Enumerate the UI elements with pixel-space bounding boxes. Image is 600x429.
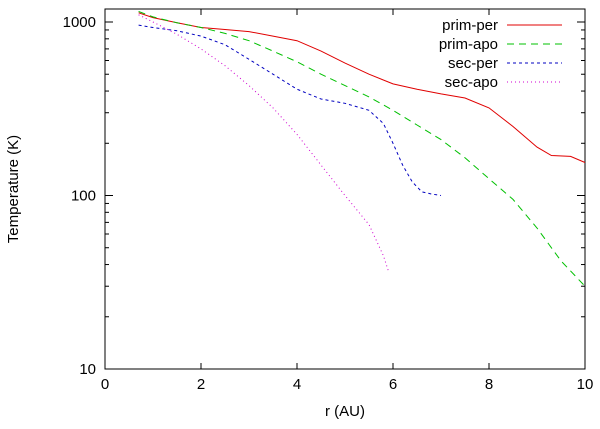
series-line-sec-apo (138, 14, 389, 271)
series-lines (138, 11, 586, 287)
x-tick-label: 0 (101, 376, 109, 393)
legend-label-prim-apo: prim-apo (439, 36, 498, 53)
legend: prim-per prim-apo sec-per sec-apo (439, 17, 562, 91)
series-line-prim-per (138, 12, 586, 163)
legend-label-sec-per: sec-per (448, 55, 498, 72)
x-tick-label: 10 (577, 376, 594, 393)
plot-frame (104, 8, 586, 370)
legend-label-prim-per: prim-per (442, 17, 498, 34)
series-line-sec-per (138, 24, 442, 196)
x-tick-label: 8 (485, 376, 493, 393)
x-tick-label: 4 (293, 376, 301, 393)
y-tick-label: 10 (79, 361, 96, 378)
y-tick-label: 100 (71, 188, 96, 205)
x-tick-label: 2 (197, 376, 205, 393)
y-axis-label: Temperature (K) (5, 135, 22, 243)
y-tick-label: 1000 (63, 14, 96, 31)
series-line-prim-apo (138, 11, 586, 287)
axis-ticks (104, 9, 586, 370)
tick-labels: 0 2 4 6 8 10 10 100 1000 (63, 14, 594, 393)
legend-label-sec-apo: sec-apo (445, 74, 498, 91)
x-axis-label: r (AU) (325, 403, 365, 420)
x-tick-label: 6 (389, 376, 397, 393)
